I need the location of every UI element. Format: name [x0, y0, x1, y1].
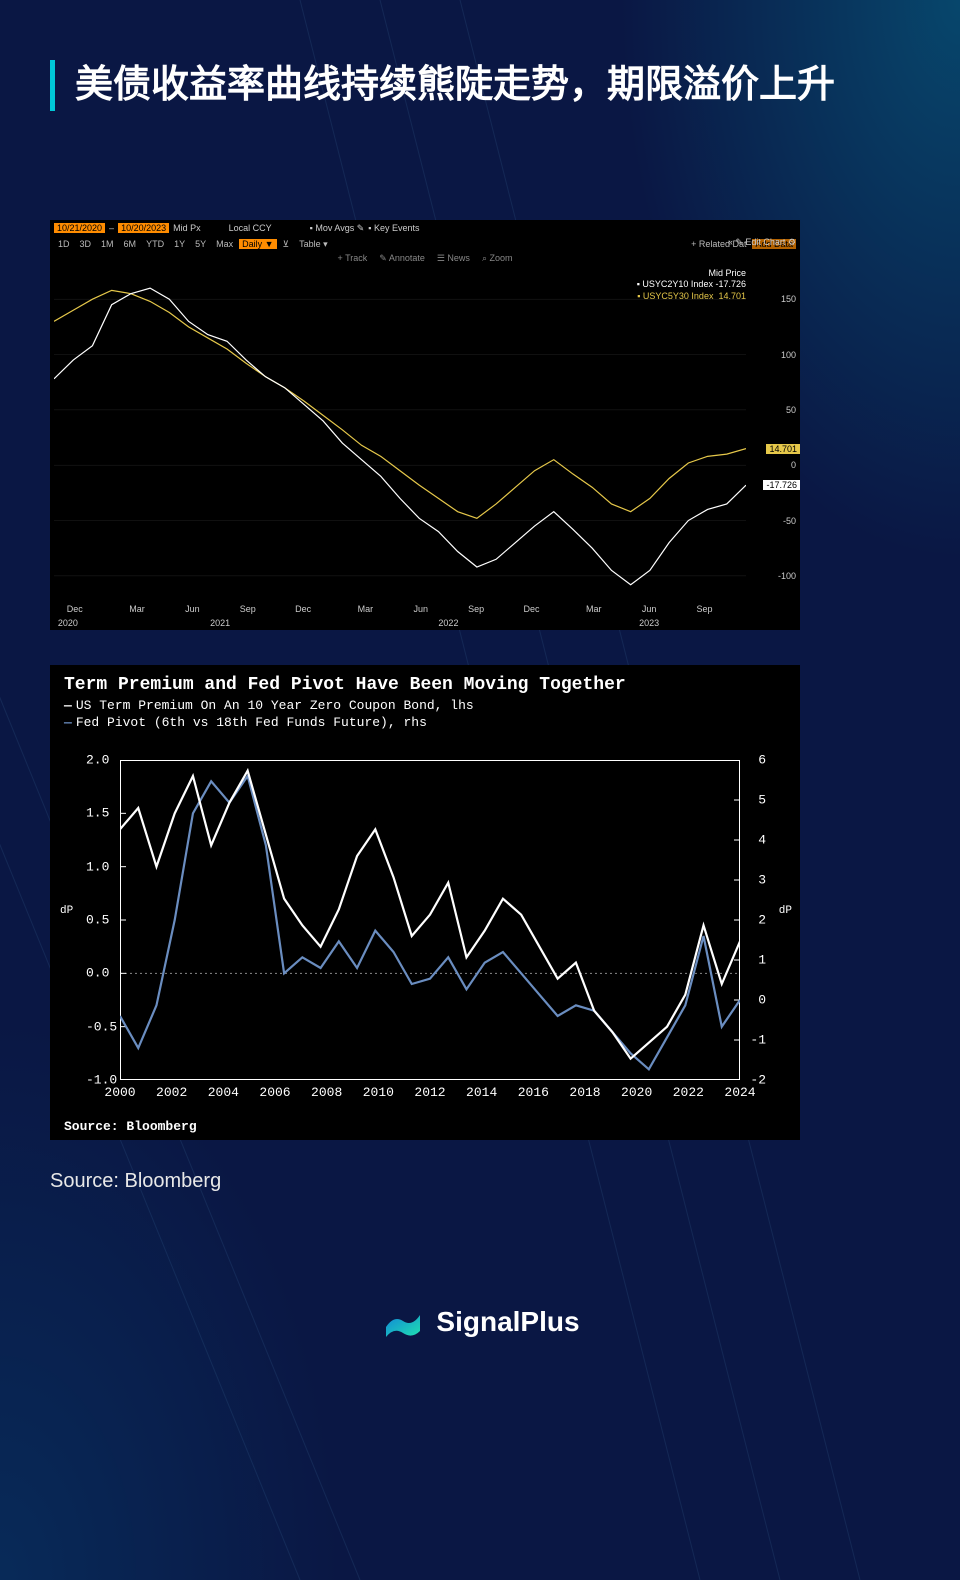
table-dropdown[interactable]: Table ▾: [295, 239, 332, 250]
annotate-tool[interactable]: ✎ Annotate: [379, 253, 425, 265]
tf-6m[interactable]: 6M: [120, 239, 141, 249]
chart2-legend-2: Fed Pivot (6th vs 18th Fed Funds Future)…: [50, 714, 800, 731]
edit-chart-button[interactable]: « ✎ Edit Chart ⚙: [728, 237, 796, 248]
page-title-block: 美债收益率曲线持续熊陡走势，期限溢价上升: [50, 60, 910, 111]
chart1-yaxis: 150100500-50-10014.701-17.726: [748, 266, 800, 598]
chart1-xaxis: DecMarJunSepDecMarJunSepDecMarJunSep2020…: [54, 600, 746, 630]
chart2-legend-1: US Term Premium On An 10 Year Zero Coupo…: [50, 697, 800, 714]
chart1-plot-area: [54, 266, 746, 598]
date-dash: –: [109, 223, 114, 233]
bloomberg-yield-curve-chart: 10/21/2020 – 10/20/2023 Mid Px Local CCY…: [50, 220, 800, 630]
news-tool[interactable]: ☰ News: [437, 253, 470, 265]
tf-1d[interactable]: 1D: [54, 239, 74, 249]
page-title: 美债收益率曲线持续熊陡走势，期限溢价上升: [75, 60, 910, 111]
chart2-title: Term Premium and Fed Pivot Have Been Mov…: [50, 665, 800, 697]
axis-label-right: dP: [779, 905, 792, 917]
chart1-toolbar-row2: 1D 3D 1M 6M YTD 1Y 5Y Max Daily ▼ ⊻ Tabl…: [50, 236, 800, 252]
chart2-plot-area: [120, 760, 740, 1080]
tf-3d[interactable]: 3D: [76, 239, 96, 249]
key-events-toggle[interactable]: ▪ Key Events: [368, 223, 419, 233]
local-ccy-label: Local CCY: [229, 223, 272, 233]
tf-1y[interactable]: 1Y: [170, 239, 189, 249]
chart-type-icon[interactable]: ⊻: [279, 239, 294, 250]
mov-avgs-toggle[interactable]: ▪ Mov Avgs ✎: [310, 223, 365, 234]
zoom-tool[interactable]: ⌕ Zoom: [482, 253, 513, 265]
date-from[interactable]: 10/21/2020: [54, 223, 105, 233]
chart1-tool-row: + Track ✎ Annotate ☰ News ⌕ Zoom: [50, 252, 800, 266]
mid-px-label: Mid Px: [173, 223, 201, 233]
brand-footer: SignalPlus: [0, 1299, 960, 1350]
chart1-toolbar-row1: 10/21/2020 – 10/20/2023 Mid Px Local CCY…: [50, 220, 800, 236]
tf-1m[interactable]: 1M: [97, 239, 118, 249]
date-to[interactable]: 10/20/2023: [118, 223, 169, 233]
tf-max[interactable]: Max: [212, 239, 237, 249]
tf-ytd[interactable]: YTD: [142, 239, 168, 249]
brand-text: SignalPlus: [436, 1306, 579, 1338]
axis-label-left: dP: [60, 905, 73, 917]
signalplus-logo-icon: [380, 1299, 426, 1345]
tf-5y[interactable]: 5Y: [191, 239, 210, 249]
outer-source-label: Source: Bloomberg: [50, 1170, 221, 1193]
term-premium-chart: Term Premium and Fed Pivot Have Been Mov…: [50, 665, 800, 1140]
track-tool[interactable]: + Track: [338, 253, 368, 265]
freq-select[interactable]: Daily ▼: [239, 239, 276, 249]
chart2-source: Source: Bloomberg: [64, 1119, 197, 1134]
